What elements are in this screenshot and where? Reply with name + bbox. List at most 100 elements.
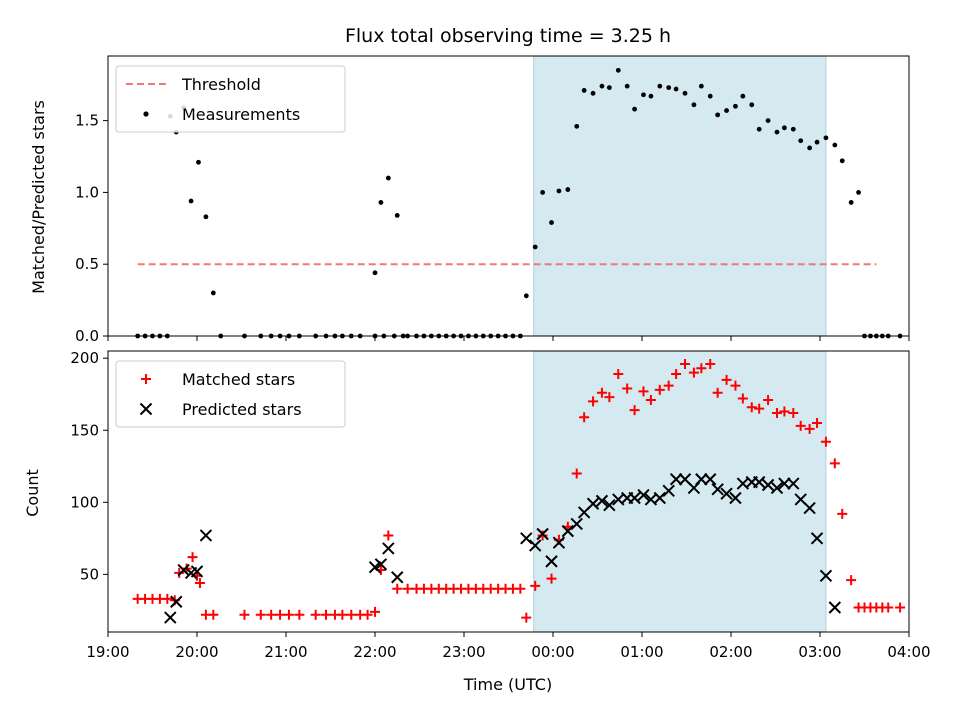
observing-window-span	[533, 55, 827, 337]
matched-stars-point	[346, 609, 357, 620]
matched-stars-point	[829, 458, 840, 469]
y-tick-label: 100	[70, 493, 99, 511]
matched-stars-point	[546, 573, 557, 584]
matched-stars-point	[383, 530, 394, 541]
measurements-point	[798, 138, 804, 144]
predicted-stars-point	[637, 488, 650, 502]
matched-stars-point	[883, 602, 894, 613]
predicted-stars-point	[164, 611, 177, 624]
x-tick-label: 23:00	[442, 643, 485, 661]
predicted-stars-point	[170, 595, 183, 608]
predicted-stars-point	[368, 560, 382, 574]
matched-stars-point	[788, 407, 799, 418]
measurements-point	[574, 123, 580, 129]
measurements-point	[832, 142, 838, 148]
matched-stars-point	[654, 384, 665, 395]
matched-stars-point	[294, 609, 305, 620]
predicted-stars-point	[628, 491, 641, 505]
matched-stars-point	[370, 606, 380, 617]
predicted-stars-point	[669, 473, 683, 486]
matched-stars-point	[571, 468, 582, 479]
predicted-stars-point	[382, 542, 395, 555]
matched-stars-point	[804, 423, 815, 434]
predicted-stars-point	[536, 527, 549, 541]
y-tick-label: 0.5	[75, 255, 99, 273]
matched-stars-point	[194, 578, 205, 589]
matched-stars-point	[737, 393, 748, 404]
matched-stars-point	[680, 358, 691, 369]
matched-stars-point	[779, 406, 790, 417]
matched-stars-point	[162, 593, 173, 604]
predicted-stars-point	[662, 484, 675, 497]
matched-stars-point	[174, 567, 185, 578]
measurements-point	[856, 190, 861, 195]
matched-stars-point	[688, 367, 699, 378]
matched-stars-point	[613, 369, 624, 380]
measurements-point	[648, 93, 654, 99]
matched-stars-point	[239, 609, 250, 620]
predicted-stars-point	[720, 487, 733, 500]
y-tick-label: 50	[80, 565, 99, 583]
predicted-stars-point	[528, 539, 542, 552]
measurements-point	[774, 129, 780, 135]
predicted-stars-point	[803, 501, 816, 515]
measurements-point	[848, 200, 854, 205]
matched-stars-point	[746, 402, 757, 413]
y-tick-label: 150	[70, 421, 99, 439]
predicted-stars-legend-swatch	[139, 402, 153, 416]
predicted-stars-point	[586, 497, 600, 510]
matched-stars-point	[208, 609, 219, 620]
predicted-stars-point	[374, 558, 388, 571]
measurements-point	[715, 112, 721, 118]
predicted-stars-point	[819, 569, 833, 583]
top-panel: 0.0 0.5 1.0 1.5 Threshold Measurements	[75, 55, 910, 345]
measurements-point	[673, 86, 679, 92]
measurements-point	[632, 106, 637, 112]
matched-stars-point	[763, 394, 774, 405]
matched-stars-point	[638, 386, 649, 397]
chart-title: Flux total observing time = 3.25 h	[345, 25, 671, 47]
matched-stars-point	[645, 394, 656, 405]
matched-stars-point	[795, 420, 806, 431]
axes-frame	[107, 350, 910, 633]
measurements-point	[666, 85, 672, 90]
predicted-stars-point	[199, 529, 213, 542]
measurements-point	[556, 188, 562, 194]
measurements-legend-swatch	[143, 111, 149, 117]
measurements-point	[590, 90, 596, 96]
measurements-point	[624, 83, 630, 89]
x-tick-label: 22:00	[353, 643, 396, 661]
measurements-point	[733, 103, 738, 109]
measurements-point	[756, 126, 762, 132]
predicted-stars-legend-label: Predicted stars	[182, 400, 302, 419]
y-tick-label: 1.0	[75, 183, 99, 201]
matched-stars-point	[588, 396, 599, 407]
x-tick-label: 00:00	[531, 643, 574, 661]
legend-box	[115, 65, 346, 133]
x-tick-label: 21:00	[264, 643, 307, 661]
matched-stars-point	[275, 609, 286, 620]
measurements-point	[839, 158, 845, 164]
top-y-axis-label: Matched/Predicted stars	[29, 100, 48, 294]
matched-stars-point	[521, 612, 532, 623]
predicted-stars-point	[695, 473, 708, 486]
matched-stars-point	[629, 405, 640, 416]
predicted-stars-point	[570, 517, 583, 531]
matched-stars-point	[663, 380, 674, 391]
predicted-stars-point	[595, 494, 609, 508]
predicted-stars-point	[520, 532, 533, 545]
measurements-point	[823, 135, 829, 141]
measurements-point	[641, 92, 646, 98]
matched-stars-point	[712, 387, 723, 398]
predicted-stars-point	[177, 563, 190, 577]
matched-stars-point	[266, 609, 277, 620]
measurements-legend-label: Measurements	[182, 105, 300, 124]
predicted-stars-point	[391, 571, 404, 584]
bottom-panel: 19:00 20:00 21:00 22:00 23:00 00:00 01:00 02:00…	[70, 349, 930, 661]
measurements-point	[203, 214, 209, 220]
matched-stars-point	[622, 383, 633, 394]
predicted-stars-point	[552, 536, 566, 549]
predicted-stars-point	[711, 483, 724, 496]
measurements-point	[749, 102, 755, 108]
